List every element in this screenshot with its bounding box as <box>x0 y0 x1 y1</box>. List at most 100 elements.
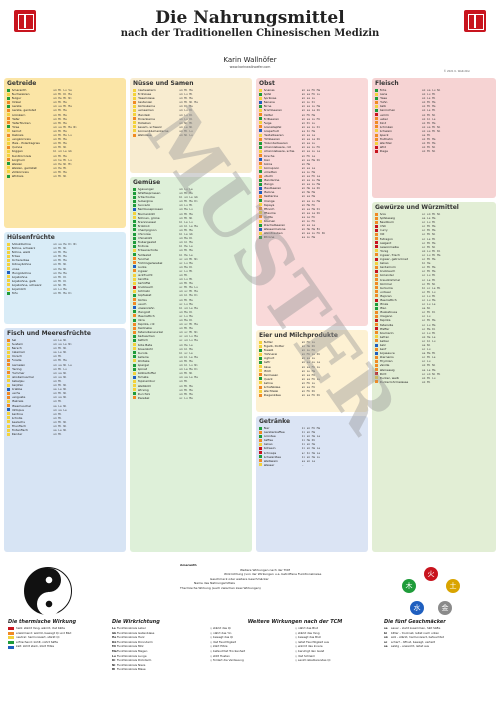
thermal-swatch <box>375 137 378 141</box>
food-properties: sü Mi <box>53 411 62 416</box>
food-row: Eisbergsalat sü bi Ma <box>133 240 249 244</box>
thermal-swatch <box>7 145 10 149</box>
food-row: Gerste, geröstet sü Mi Ma <box>7 108 123 112</box>
food-name: Parmesan <box>263 372 279 377</box>
food-name: Quitte <box>263 214 273 219</box>
food-row: Holunderbeeren sü sa Lu <box>259 141 365 145</box>
legend-key-line: Amaranth <box>180 563 197 567</box>
food-name: Galgant <box>379 240 392 245</box>
food-properties: sü Mi Ma <box>53 141 67 146</box>
food-row: Mais - Polentagries sü Mi Ma <box>7 141 123 145</box>
direction-text: Funktionskreis Niere <box>117 662 146 667</box>
food-row: Mandarine sü sa Lu Ma <box>259 178 365 182</box>
food-name: Heidelbeeren <box>263 133 284 138</box>
food-name: Rind <box>379 120 387 125</box>
thermal-swatch <box>259 434 262 438</box>
food-properties: — <box>301 462 304 467</box>
direction-code: Lu <box>112 653 116 658</box>
wood-element-icon: 木 <box>402 579 416 593</box>
food-row: Gurke sü Ma Di <box>133 265 249 269</box>
thermal-swatch <box>133 351 136 355</box>
earth-element-icon: 土 <box>446 579 460 593</box>
food-row: Brombeeren sü sa Le Ni <box>259 108 365 112</box>
food-properties: sü Mi Ma <box>179 281 193 286</box>
thermal-swatch <box>375 228 378 232</box>
food-row: Sahne sü Mi Lu <box>259 381 365 385</box>
food-row: Garnelen sü sa Ni Le <box>7 363 123 367</box>
food-row: Kidneybohne sü Mi Ni <box>7 262 123 266</box>
direction-code: Bl <box>112 667 116 672</box>
thermal-swatch <box>259 141 262 145</box>
food-name: Brokkoli <box>137 223 150 228</box>
thermal-legend-text: erfrischend: kühlt, nährt Säfte <box>16 639 59 644</box>
thermal-swatch <box>133 253 136 257</box>
food-properties: sü Mi Ma <box>179 88 193 92</box>
thermal-swatch <box>375 129 378 133</box>
food-row: Ingwer sc Lu Mi <box>133 269 249 273</box>
food-properties: sü Ni Mi <box>53 282 67 287</box>
food-name: Spargel <box>137 363 149 368</box>
further-effect-item: ◇ leitet Feuchtigkeit aus <box>295 639 329 644</box>
food-row: Paprika, rot sü sc Mi Ma <box>133 322 249 326</box>
thermal-swatch <box>133 203 136 207</box>
food-properties: sü sc Mi Ma <box>179 322 198 327</box>
food-name: Chili <box>379 224 387 229</box>
food-properties: sü Mi Ma Di <box>53 291 72 296</box>
thermal-swatch <box>7 170 10 174</box>
legend-tastes: Die fünf Geschmäcker sa sauer – zieht zus… <box>384 619 496 709</box>
food-properties: sü He Mi <box>53 165 67 170</box>
thermal-legend-row: erwärmend: wärmt, bewegt Qi und Blut <box>8 630 108 636</box>
thermal-swatch <box>133 355 136 359</box>
food-row: Okra sü Ma Di <box>133 318 249 322</box>
food-properties: sü Mi <box>53 354 62 359</box>
food-name: Banane <box>263 100 275 105</box>
thermal-swatch <box>259 162 262 166</box>
legend-key-line: Thermische Wirkung (auch zwischen zwei W… <box>180 585 261 590</box>
food-properties: sü Mi Ma <box>53 153 67 158</box>
food-name: Wildreis <box>11 173 24 178</box>
food-row: Mungobohne sü He Ma <box>7 271 123 275</box>
food-row: Alfalfasprossen sü Mi Ma <box>133 191 249 195</box>
food-properties: sü He Ma <box>53 270 67 275</box>
food-properties: sü Mi Ma <box>53 250 67 255</box>
thermal-swatch <box>375 121 378 125</box>
food-name: Minze <box>379 302 389 307</box>
thermal-swatch <box>7 137 10 141</box>
food-row: Bambussprossen sü Ma Lu <box>133 207 249 211</box>
thermal-swatch <box>7 375 10 379</box>
food-row: Rosinen sü Lu Mi <box>259 219 365 223</box>
food-properties: sü Mi Ma <box>53 128 67 133</box>
food-name: Kidneybohne <box>11 262 32 267</box>
direction-legend-row: Le Funktionskreis Leber <box>112 626 207 631</box>
food-name: Topinambur <box>137 379 156 384</box>
food-row: Frühlingszwiebel sc Lu Ma <box>133 261 249 265</box>
food-name: Paprika, rot <box>137 322 155 327</box>
further-effect-item: ◇ wärmt das Innere <box>295 644 323 649</box>
food-row: Pastinake sü Mi Ma <box>133 326 249 330</box>
food-name: Hering <box>11 366 22 371</box>
food-row: Sesam, schwarz sü Le Ni <box>133 125 249 129</box>
food-row: Ingwer, frisch sc Lu Mi Ma <box>375 253 493 257</box>
thermal-swatch <box>259 207 262 211</box>
food-properties: sc bi He Le <box>301 450 321 455</box>
thermal-swatch <box>375 145 378 149</box>
food-properties: sü sa Le Ni <box>53 342 72 347</box>
thermal-swatch <box>259 88 262 92</box>
thermal-swatch <box>259 381 262 385</box>
food-properties: sü bi Ma <box>179 346 193 351</box>
legend-thermal-title: Die thermische Wirkung <box>8 619 77 625</box>
panel-fisch: Fisch und Meeresfrüchte Aal sü Le Ni Auster… <box>4 328 126 552</box>
food-properties: sü Mi <box>53 378 62 383</box>
food-row: Grapefruit sa bi Ma <box>259 129 365 133</box>
food-row: Knoblauch sc Mi Ma Lu <box>133 285 249 289</box>
thermal-legend-text: erwärmend: wärmt, bewegt Qi und Blut <box>16 630 72 635</box>
food-row: Kornspoon sü sa Le <box>259 166 365 170</box>
food-row: Hühnerei sü Mi Lu Ni <box>259 352 365 356</box>
food-row: Kohlrabi sü sc Mi Ma <box>133 289 249 293</box>
thermal-swatch <box>133 113 136 117</box>
food-name: Alfalfasprossen <box>137 191 161 196</box>
thermal-swatch <box>133 244 136 248</box>
thermal-legend-text: kalt: kühlt stark, klärt Hitze <box>16 644 55 649</box>
thermal-swatch <box>375 372 378 376</box>
food-name: Sojabohne <box>11 274 28 279</box>
